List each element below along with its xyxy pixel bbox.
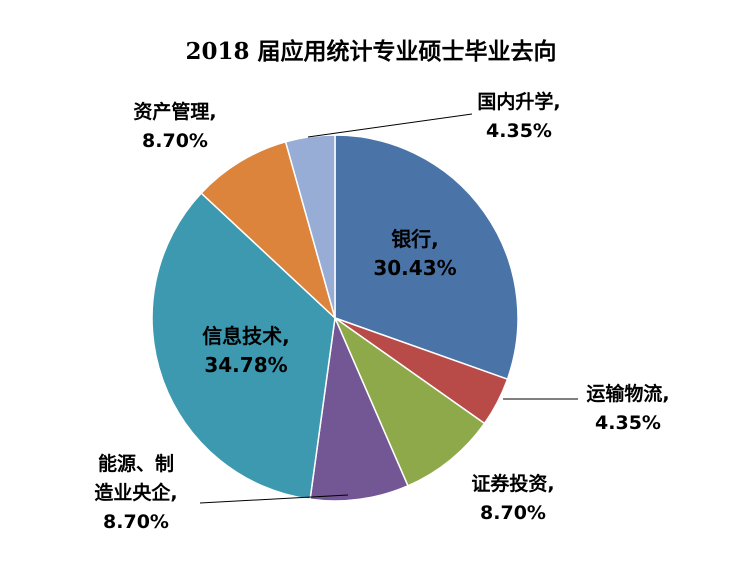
slice-percent-6: 4.35% [486,120,552,142]
pie-slice-4 [151,192,336,501]
slice-label-6: 国内升学, [477,90,560,113]
slice-percent-3: 8.70% [103,511,169,533]
slice-label-4: 信息技术, [202,324,290,348]
slice-percent-0: 30.43% [373,256,456,280]
pie-slice-3 [309,315,409,502]
pie-slice-5 [200,140,337,321]
slice-label-3: 能源、制 [98,452,174,475]
slice-label-5: 资产管理, [133,100,216,123]
leader-line-3 [199,494,349,504]
slice-percent-4: 34.78% [204,353,287,377]
slice-label-3: 造业央企, [94,481,177,504]
slice-label-2: 证券投资, [471,472,554,495]
pie-slice-2 [333,315,486,487]
slice-percent-2: 8.70% [480,502,546,524]
slice-percent-5: 8.70% [142,130,208,152]
slice-label-1: 运输物流, [586,382,669,405]
pie-slices [151,134,519,502]
pie-slice-0 [334,134,519,381]
leader-lines [199,113,578,504]
slice-label-0: 银行, [391,227,439,251]
slice-percent-1: 4.35% [595,412,661,434]
leader-line-6 [307,113,473,138]
chart-title: 2018 届应用统计专业硕士毕业去向 [185,38,556,65]
